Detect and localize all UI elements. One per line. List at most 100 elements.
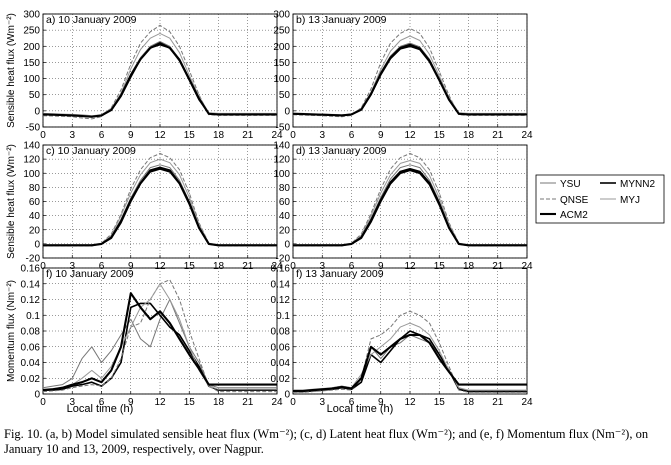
- x-tick-label: 9: [128, 130, 134, 141]
- x-tick-label: 12: [404, 130, 416, 141]
- x-tick-label: 9: [378, 130, 384, 141]
- y-tick-label: 40: [279, 211, 291, 222]
- series-line-ysu: [42, 299, 277, 389]
- x-tick-label: 6: [99, 397, 105, 408]
- y-tick-label: 300: [273, 10, 290, 21]
- x-tick-label: 15: [434, 130, 446, 141]
- series-line-mynn2: [43, 168, 277, 247]
- y-tick-label: 0.04: [271, 358, 291, 369]
- y-tick-label: 140: [23, 141, 40, 152]
- y-tick-label: 0: [284, 106, 290, 117]
- x-tick-label: 24: [271, 130, 283, 141]
- x-tick-label: 3: [69, 397, 75, 408]
- x-tick-label: 21: [492, 130, 504, 141]
- x-tick-label: 24: [521, 397, 533, 408]
- y-tick-label: 80: [29, 183, 41, 194]
- y-tick-label: 20: [29, 225, 41, 236]
- y-tick-label: 0.1: [276, 311, 290, 322]
- y-tick-label: -20: [26, 254, 41, 265]
- series-line-acm2: [293, 167, 527, 247]
- y-tick-label: 0: [34, 390, 40, 401]
- y-tick-label: 0.02: [21, 374, 41, 385]
- y-tick-label: 100: [273, 169, 290, 180]
- x-tick-label: 0: [290, 397, 296, 408]
- y-tick-label: 0.04: [21, 358, 41, 369]
- x-tick-label: 15: [434, 261, 446, 272]
- x-tick-label: 12: [404, 261, 416, 272]
- x-tick-label: 12: [154, 261, 166, 272]
- y-tick-label: 0.12: [21, 295, 41, 306]
- y-tick-label: 250: [23, 26, 40, 37]
- y-tick-label: 0.14: [271, 279, 291, 290]
- series-line-myj: [42, 283, 277, 390]
- y-tick-label: 300: [23, 10, 40, 21]
- series-line-acm2: [292, 43, 527, 117]
- panel-title: f) 10 January 2009: [46, 268, 134, 280]
- x-tick-label: 0: [40, 130, 46, 141]
- y-tick-label: 0.08: [271, 327, 291, 338]
- y-tick-label: 150: [273, 58, 290, 69]
- series-line-myj: [43, 158, 277, 246]
- x-tick-label: 15: [184, 130, 196, 141]
- y-tick-label: 0: [34, 239, 40, 250]
- x-tick-label: 18: [213, 261, 225, 272]
- y-tick-label: 100: [23, 169, 40, 180]
- y-tick-label: 0: [284, 239, 290, 250]
- series-line-myj: [293, 322, 527, 391]
- x-tick-label: 0: [290, 130, 296, 141]
- y-tick-label: 0.02: [271, 374, 291, 385]
- y-tick-label: 0.08: [21, 327, 41, 338]
- y-tick-label: 140: [273, 141, 290, 152]
- x-tick-label: 24: [521, 261, 533, 272]
- y-tick-label: 0.16: [271, 264, 291, 275]
- y-tick-label: -20: [276, 254, 291, 265]
- x-tick-label: 0: [290, 261, 296, 272]
- series-line-ysu: [42, 40, 277, 118]
- x-tick-label: 3: [69, 130, 75, 141]
- x-tick-label: 24: [271, 261, 283, 272]
- x-tick-label: 6: [99, 261, 105, 272]
- x-tick-label: 6: [349, 130, 355, 141]
- x-tick-label: 3: [69, 261, 75, 272]
- x-tick-label: 18: [463, 397, 475, 408]
- y-tick-label: 20: [279, 225, 291, 236]
- figure-caption: Fig. 10. (a, b) Model simulated sensible…: [4, 427, 649, 456]
- series-line-acm2: [42, 292, 277, 392]
- x-tick-label: 24: [271, 397, 283, 408]
- y-tick-label: 50: [29, 90, 41, 101]
- x-tick-label: 3: [319, 130, 325, 141]
- y-tick-label: 120: [23, 155, 40, 166]
- x-tick-label: 12: [404, 397, 416, 408]
- x-tick-label: 9: [378, 397, 384, 408]
- y-tick-label: 60: [279, 197, 291, 208]
- y-tick-label: 0.14: [21, 279, 41, 290]
- legend-label-mynn2: MYNN2: [620, 179, 655, 190]
- x-tick-label: 15: [184, 397, 196, 408]
- x-tick-label: 18: [463, 130, 475, 141]
- y-tick-label: 120: [273, 155, 290, 166]
- y-axis-label: Sensible heat flux (Wm⁻²): [6, 144, 17, 259]
- x-tick-label: 12: [154, 130, 166, 141]
- x-tick-label: 6: [349, 397, 355, 408]
- panel-4: 00.020.040.060.080.10.120.140.160 3 6 9 12 15…: [21, 264, 283, 409]
- x-tick-label: 9: [128, 397, 134, 408]
- series-line-qnse: [293, 310, 527, 393]
- y-tick-label: -50: [26, 123, 41, 134]
- x-tick-label: 15: [434, 397, 446, 408]
- y-axis-labels: Sensible heat flux (Wm⁻²) Sensible heat f…: [6, 13, 17, 382]
- x-tick-label: 21: [492, 397, 504, 408]
- x-tick-label: 9: [128, 261, 134, 272]
- y-tick-label: 80: [279, 183, 291, 194]
- y-axis-label: Momentum flux (Nm⁻²): [6, 280, 17, 382]
- x-tick-label: 0: [40, 261, 46, 272]
- series-line-acm2: [42, 42, 277, 118]
- x-tick-label: 12: [154, 397, 166, 408]
- panel-title: c) 10 January 2009: [46, 145, 136, 157]
- y-tick-label: 60: [29, 197, 41, 208]
- x-tick-label: 18: [213, 397, 225, 408]
- y-tick-label: 150: [23, 58, 40, 69]
- legend-label-myj: MYJ: [620, 195, 640, 206]
